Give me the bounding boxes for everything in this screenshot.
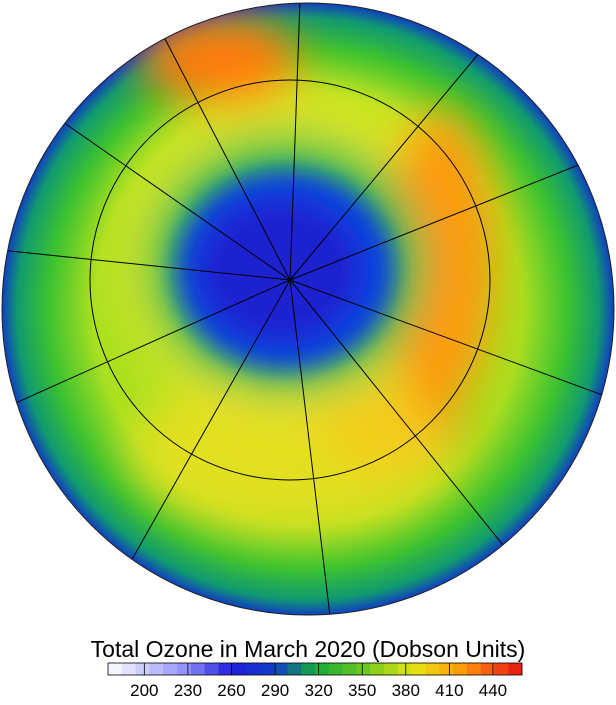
colorbar-cell [177,663,192,675]
colorbar-tick-label: 380 [392,681,420,700]
colorbar-cell [397,663,412,675]
colorbar-cell [218,663,233,675]
colorbar-tick-label: 350 [348,681,376,700]
colorbar-cell [480,663,495,675]
colorbar-cell [232,663,247,675]
colorbar-cell [190,663,205,675]
colorbar-tick-label: 260 [217,681,245,700]
colorbar-cell [384,663,399,675]
colorbar-tick-label: 320 [304,681,332,700]
colorbar-cell [135,663,150,675]
colorbar-tick-label: 410 [435,681,463,700]
colorbar-tick-label: 230 [174,681,202,700]
colorbar-cell [246,663,261,675]
colorbar-cell [204,663,219,675]
colorbar-cell [342,663,357,675]
colorbar-tick-label: 290 [261,681,289,700]
colorbar-cell [508,663,523,675]
colorbar-cell [315,663,330,675]
colorbar-cell [301,663,316,675]
colorbar-cell [494,663,509,675]
colorbar-cell [328,663,343,675]
colorbar: 200 230 260 290 320 350 380 410 440 [107,662,523,700]
colorbar-cell [370,663,385,675]
colorbar-cell [439,663,454,675]
colorbar-cell [108,663,123,675]
colorbar-cell [425,663,440,675]
map-title: Total Ozone in March 2020 (Dobson Units) [91,636,526,662]
ozone-map [2,3,614,615]
colorbar-tick-label: 440 [479,681,507,700]
colorbar-cell [411,663,426,675]
colorbar-cell [149,663,164,675]
colorbar-cell [356,663,371,675]
colorbar-frame [107,662,523,676]
colorbar-cell [466,663,481,675]
colorbar-cell [273,663,288,675]
colorbar-cell [287,663,302,675]
colorbar-cell [121,663,136,675]
colorbar-cell [259,663,274,675]
colorbar-cell [163,663,178,675]
colorbar-tick-label: 200 [130,681,158,700]
colorbar-cell [453,663,468,675]
